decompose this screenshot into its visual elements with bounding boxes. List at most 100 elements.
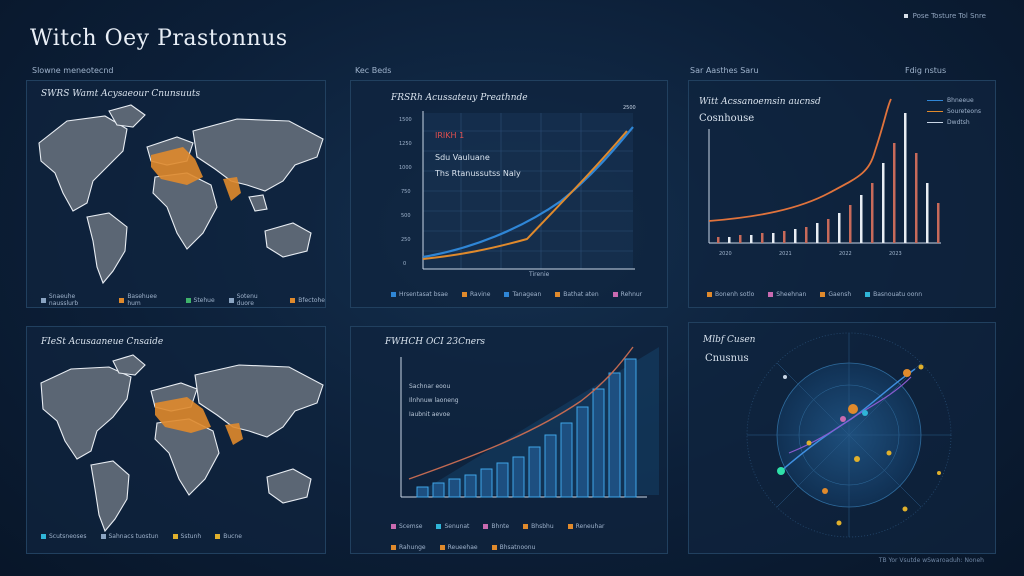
legend-item: Bhsatnoonu — [491, 544, 535, 551]
map-bottom-legend: Scutsneoses Sahnacs tuostun Sstunh Bucne — [41, 533, 242, 540]
svg-text:2022: 2022 — [839, 251, 852, 257]
asia-shape — [192, 118, 324, 192]
spike-bar — [816, 223, 819, 243]
legend-item: Bhsbhu — [523, 523, 554, 530]
spike-bar — [849, 205, 852, 243]
legend-item: Bhnte — [483, 523, 509, 530]
legend-item: Snaeuhe nausslurb — [41, 293, 105, 307]
world-map-top — [38, 104, 324, 285]
svg-text:2023: 2023 — [889, 251, 902, 257]
legend-item: Sstunh — [172, 533, 201, 540]
y-tick: 0 — [403, 261, 406, 267]
spike-bar — [794, 229, 797, 243]
bar-chart-bar — [592, 388, 605, 498]
line-chart-xlabel: Tirenie — [529, 271, 550, 278]
legend-item: Ravine — [462, 291, 490, 298]
legend-item: Rehnur — [612, 291, 642, 298]
map-panel-bottom-title: FIeSt Acusaaneue Cnsaide — [41, 337, 164, 347]
y-tick: 1500 — [399, 117, 412, 123]
spike-bar — [926, 183, 929, 243]
bar-chart-bar — [432, 482, 445, 498]
map-panel-bottom[interactable]: FIeSt Acusaaneue Cnsaide Scutsneoses Sah… — [26, 326, 326, 554]
y-tick: 500 — [401, 213, 411, 219]
spike-bar — [772, 233, 775, 243]
bar-chart-bar — [480, 468, 493, 498]
bar-chart-bar — [528, 446, 541, 498]
spike-chart-title: Witt Acssanoemsin aucnsd — [699, 97, 821, 107]
legend-item: Tanagean — [504, 291, 541, 298]
spike-bar — [882, 163, 885, 243]
radar-subtitle: Cnusnus — [705, 353, 749, 364]
spike-bar — [827, 219, 830, 243]
y-tick: 1250 — [399, 141, 412, 147]
legend-item: Sotenu duore — [228, 293, 277, 307]
legend-item: Scemse — [391, 523, 422, 530]
spike-chart-subtitle: Cosnhouse — [699, 113, 755, 124]
legend-item: Hrsentasat bsae — [391, 291, 448, 298]
line-chart: 1500 1250 1000 750 500 250 0 2500 — [399, 105, 636, 270]
map-panel-top[interactable]: SWRS Wamt Acysaeour Cnunsuuts Snaeuhe na… — [26, 80, 326, 308]
legend-item: Reueehae — [439, 544, 478, 551]
radar-panel[interactable]: Mlbf Cusen Cnusnus — [688, 322, 996, 554]
spike-bar — [728, 237, 731, 243]
bar-chart-bar — [624, 358, 637, 498]
dashboard-title: Witch Oey Prastonnus — [30, 26, 288, 51]
bar-chart-bar — [512, 456, 525, 498]
radar-nodes — [777, 364, 941, 526]
line-chart-title: FRSRh Acussateuy Preathnde — [391, 93, 528, 103]
bar-chart-bar — [544, 434, 557, 498]
radar-chart — [746, 332, 952, 538]
legend-item: Basehuee hum — [119, 293, 171, 307]
menu-dot-icon — [903, 14, 908, 18]
bar-chart-bar — [448, 478, 461, 498]
spike-bar — [717, 237, 720, 243]
svg-text:2020: 2020 — [719, 251, 732, 257]
spike-chart-legend: Bonenh sotlo Sheehnan Gaensh Basnouatu o… — [707, 291, 922, 298]
bar-annotation-3: Iaubnit aevoe — [409, 411, 451, 418]
legend-item: Basnouatu oonn — [865, 291, 922, 298]
footer-text: TB Yor Vsutde wSwaroaduh: Noneh — [878, 557, 984, 564]
legend-item: Reneuhar — [567, 523, 604, 530]
bar-annotation-1: Sachnar eoou — [409, 383, 451, 390]
legend-item: Senunat — [436, 523, 469, 530]
y-tick: 750 — [401, 189, 411, 195]
spike-bar — [739, 235, 742, 243]
section-header-4: Fdig nstus — [905, 66, 947, 75]
bar-annotation-2: Ilnhnuw laoneng — [409, 397, 459, 404]
legend-item: Sahnacs tuostun — [100, 533, 159, 540]
spike-chart-panel[interactable]: Witt Acssanoemsin aucnsd Cosnhouse Bhnee… — [688, 80, 996, 308]
bar-chart-bar — [416, 486, 429, 498]
australia-shape — [264, 222, 312, 258]
bar-chart-bar — [496, 462, 509, 498]
spike-trend-line — [708, 98, 892, 222]
bar-chart-bar — [464, 474, 477, 498]
legend-item: Bfectohe — [290, 297, 325, 304]
svg-text:2500: 2500 — [623, 105, 636, 111]
top-right-menu[interactable]: Pose Tosture Tol Snre — [903, 12, 986, 20]
spike-bar — [915, 153, 918, 243]
spike-bar — [783, 231, 786, 243]
legend-item: Bucne — [215, 533, 242, 540]
legend-item: Rahunge — [391, 544, 426, 551]
line-chart-panel[interactable]: FRSRh Acussateuy Preathnde 1500 1250 1000… — [350, 80, 668, 308]
greenland-shape — [108, 104, 146, 128]
bar-chart — [400, 346, 659, 498]
legend-item: Scutsneoses — [41, 533, 87, 540]
section-header-3: Sar Aasthes Saru — [690, 66, 759, 75]
spike-bar — [904, 113, 907, 243]
bar-chart-legend: Scemse Senunat Bhnte Bhsbhu Reneuhar Rah… — [391, 523, 641, 551]
bar-chart-bar — [608, 372, 621, 498]
spike-chart: 2020 2021 2022 2023 — [708, 98, 941, 257]
series-line-blue — [422, 126, 634, 259]
spike-bar — [860, 195, 863, 243]
radar-title: Mlbf Cusen — [703, 335, 756, 345]
y-tick: 250 — [401, 237, 411, 243]
spike-bar — [805, 227, 808, 243]
spike-bar — [750, 235, 753, 243]
spike-bar — [838, 213, 841, 243]
bar-chart-panel[interactable]: FWHCH OCI 23Cners Sachnar eoou Ilnhnuw l… — [350, 326, 668, 554]
top-right-text: Pose Tosture Tol Snre — [912, 12, 986, 20]
map-top-legend: Snaeuhe nausslurb Basehuee hum Stehue So… — [41, 293, 325, 307]
southeast-asia-shape — [248, 194, 268, 212]
legend-item: Sheehnan — [768, 291, 806, 298]
